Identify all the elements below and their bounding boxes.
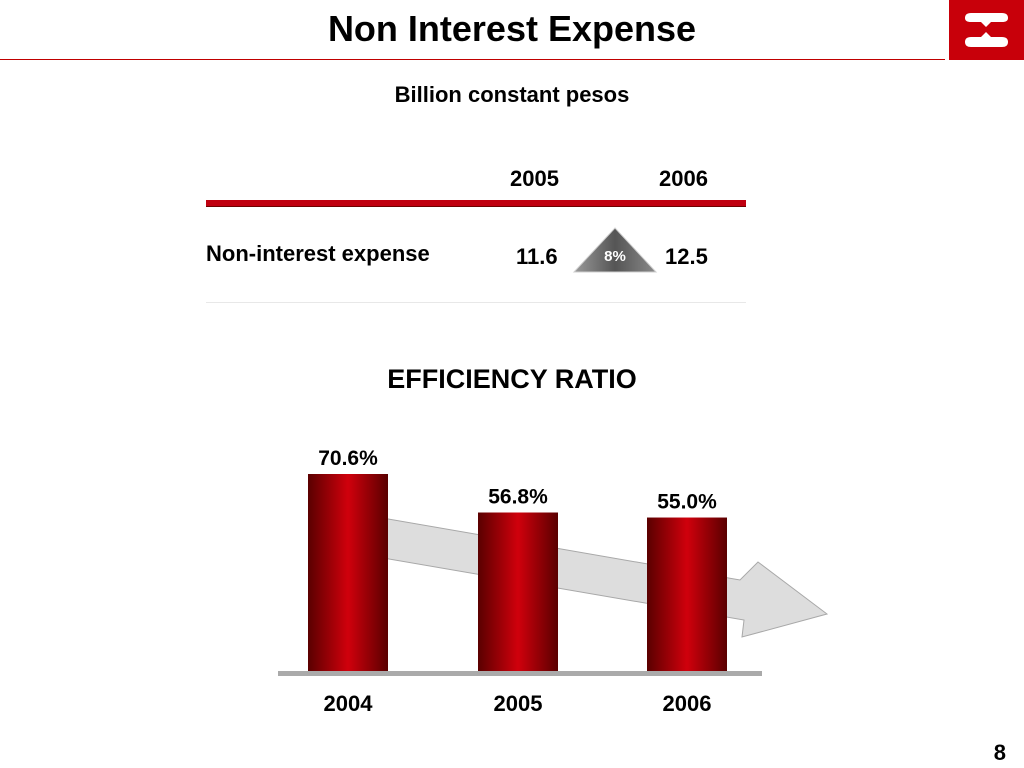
x-tick-2006: 2006: [663, 691, 712, 716]
data-label-2005: 56.8%: [488, 486, 548, 509]
table-bottom-rule: [206, 302, 746, 303]
units-subtitle: Billion constant pesos: [394, 82, 630, 107]
data-label-2006: 55.0%: [657, 491, 717, 514]
bar-2006: [647, 517, 727, 671]
x-tick-2004: 2004: [324, 691, 374, 716]
chart-baseline: [278, 671, 762, 676]
data-label-2004: 70.6%: [318, 447, 378, 470]
page-number: 8: [993, 740, 1006, 765]
bar-2004: [308, 474, 388, 671]
bar-2005: [478, 512, 558, 671]
trend-arrow: [347, 511, 829, 638]
bank-logo: [949, 0, 1024, 60]
row-label-non-interest-expense: Non-interest expense: [206, 241, 430, 266]
logo-icon: [949, 0, 1024, 60]
growth-triangle-icon: [572, 227, 658, 273]
title-divider: [0, 59, 945, 60]
table-header-year-2006: 2006: [659, 166, 708, 191]
table-header-year-2005: 2005: [510, 166, 559, 191]
growth-percentage: 8%: [604, 248, 626, 265]
chart-title: EFFICIENCY RATIO: [387, 364, 637, 394]
table-header-rule: [206, 200, 746, 206]
value-2005: 11.6: [516, 244, 558, 269]
x-tick-2005: 2005: [494, 691, 543, 716]
slide-title: Non Interest Expense: [327, 8, 697, 49]
value-2006: 12.5: [665, 244, 708, 269]
